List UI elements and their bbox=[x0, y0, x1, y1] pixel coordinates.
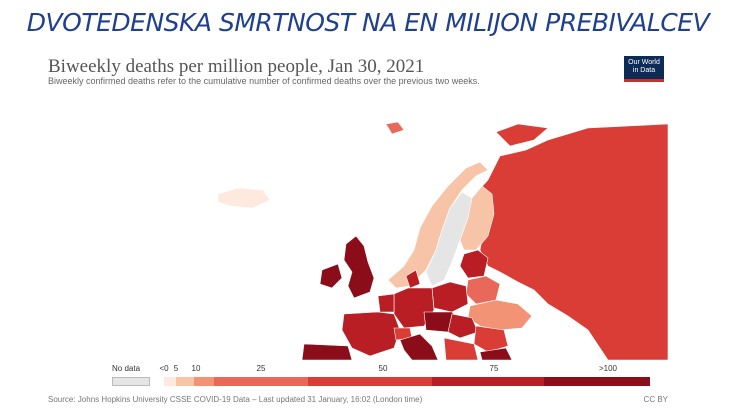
region-benelux[interactable] bbox=[377, 293, 395, 313]
legend-tick-0: <0 bbox=[159, 364, 169, 373]
region-hungary[interactable] bbox=[447, 313, 479, 339]
legend-tick-1: 5 bbox=[173, 364, 179, 373]
region-iceland[interactable] bbox=[217, 187, 271, 209]
region-ukraine[interactable] bbox=[467, 299, 533, 331]
region-poland[interactable] bbox=[431, 281, 469, 313]
owid-logo: Our World in Data bbox=[624, 56, 664, 82]
region-balkans[interactable] bbox=[443, 337, 479, 360]
legend-tick-2: 10 bbox=[191, 364, 201, 373]
europe-map bbox=[217, 121, 668, 360]
logo-line-1: Our World bbox=[628, 59, 660, 66]
region-uk[interactable] bbox=[343, 235, 375, 299]
region-belarus[interactable] bbox=[465, 275, 501, 305]
logo-line-2: in Data bbox=[632, 67, 656, 74]
region-baltics[interactable] bbox=[459, 249, 489, 279]
legend-segment-1 bbox=[164, 377, 176, 386]
legend-tick-5: 75 bbox=[489, 364, 499, 373]
legend-nodata-label: No data bbox=[112, 364, 141, 373]
legend-segment-5 bbox=[308, 377, 432, 386]
legend-segment-3 bbox=[194, 377, 214, 386]
legend-segment-6 bbox=[432, 377, 544, 386]
region-france[interactable] bbox=[341, 311, 401, 357]
legend-segment-2 bbox=[176, 377, 194, 386]
region-iberia[interactable] bbox=[301, 343, 353, 360]
map-chart: Biweekly deaths per million people, Jan … bbox=[38, 52, 678, 408]
slide-title: DVOTEDENSKA SMRTNOST NA EN MILIJON PREBI… bbox=[26, 8, 710, 37]
chart-title: Biweekly deaths per million people, Jan … bbox=[48, 56, 425, 77]
region-denmark[interactable] bbox=[405, 269, 421, 289]
region-ireland[interactable] bbox=[319, 263, 343, 289]
legend-tick-4: 50 bbox=[378, 364, 388, 373]
source-note: Source: Johns Hopkins University CSSE CO… bbox=[48, 395, 423, 404]
legend-segment-4 bbox=[214, 377, 308, 386]
region-novaya-zemlya[interactable] bbox=[495, 123, 549, 147]
legend-tick-6: >100 bbox=[598, 364, 618, 373]
region-bulgaria[interactable] bbox=[479, 347, 513, 360]
chart-subtitle: Biweekly confirmed deaths refer to the c… bbox=[48, 76, 480, 86]
legend: No data <0 5 10 25 50 75 >100 bbox=[98, 362, 650, 396]
legend-tick-3: 25 bbox=[256, 364, 266, 373]
region-finland[interactable] bbox=[459, 185, 495, 251]
legend-nodata-swatch bbox=[112, 377, 150, 386]
region-norway[interactable] bbox=[387, 161, 489, 289]
legend-segment-7 bbox=[544, 377, 650, 386]
region-arctic-islands[interactable] bbox=[385, 121, 405, 135]
region-romania[interactable] bbox=[473, 325, 509, 353]
region-italy[interactable] bbox=[399, 333, 439, 360]
license-link[interactable]: CC BY bbox=[643, 395, 668, 404]
